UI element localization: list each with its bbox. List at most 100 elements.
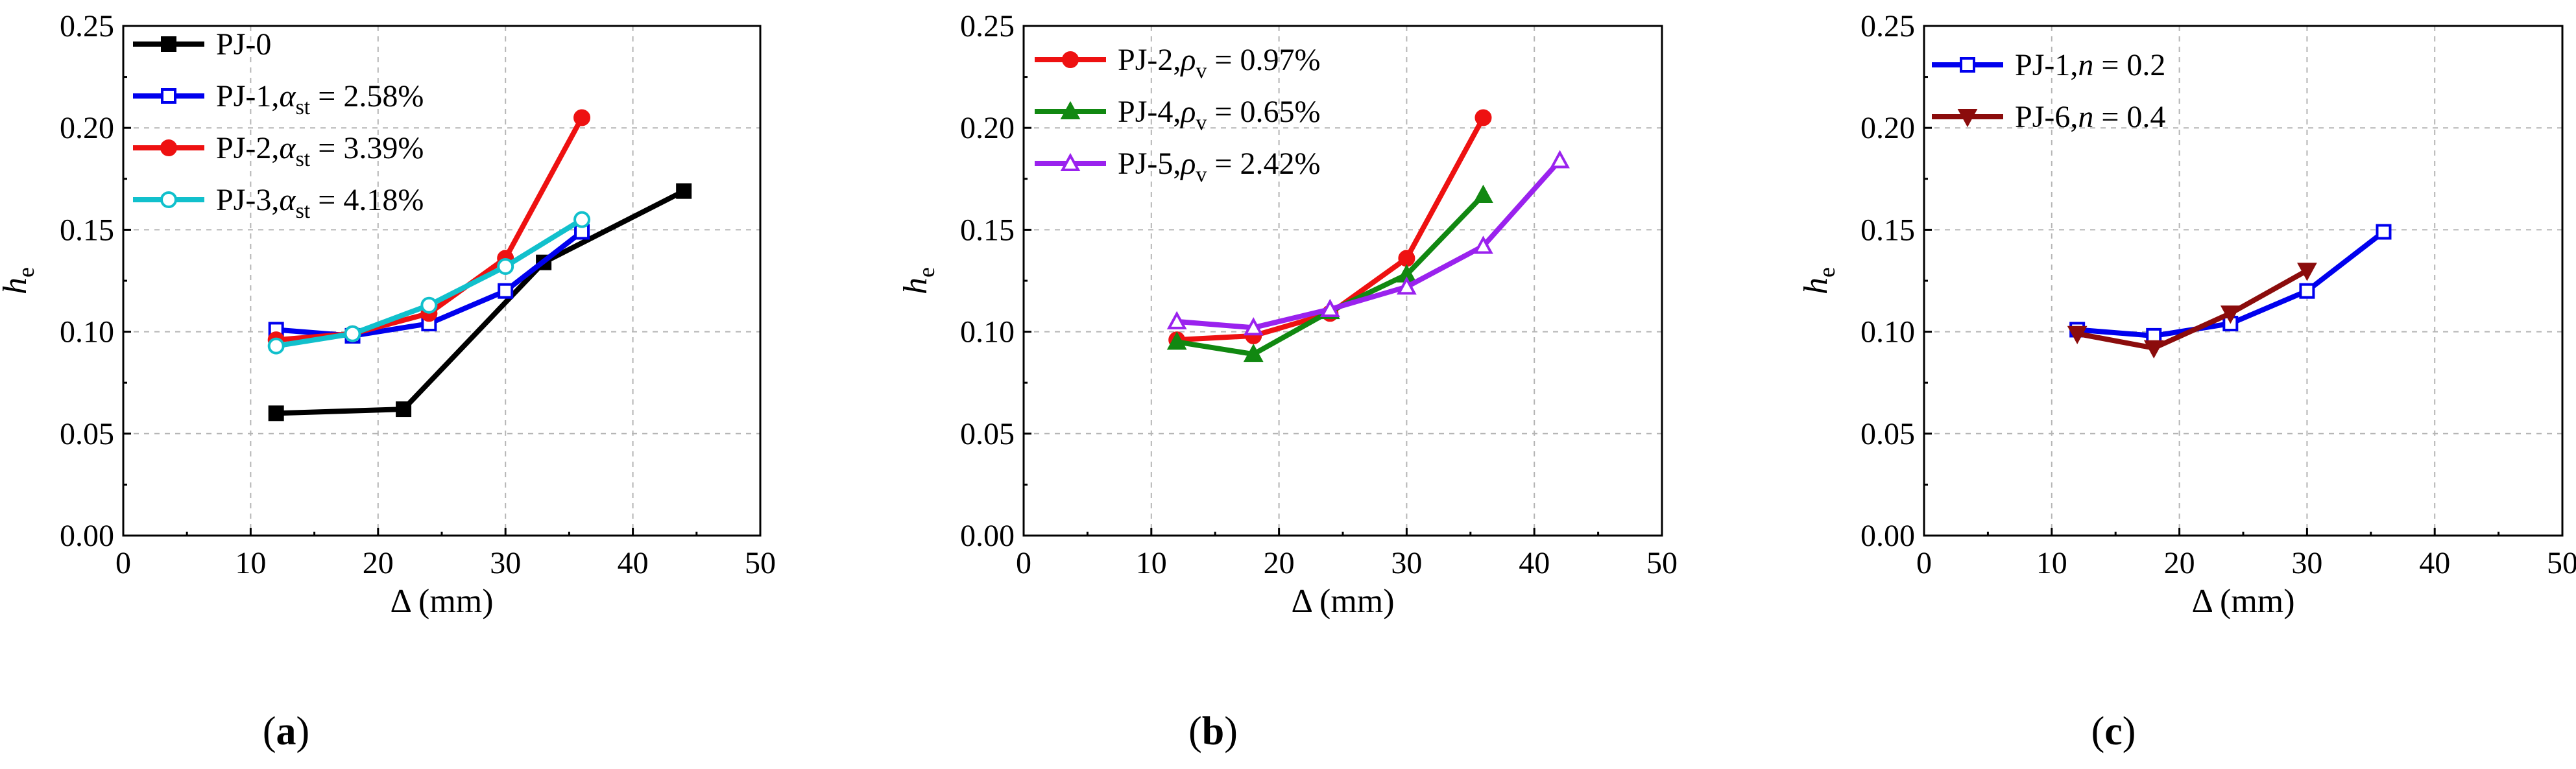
legend-marker [1960, 57, 1975, 73]
x-tick-label: 40 [2419, 546, 2450, 580]
y-tick-label: 0.00 [60, 519, 114, 553]
legend-label-name: PJ-1, [2015, 48, 2078, 82]
legend-entry: PJ-0 [133, 27, 271, 62]
legend-label-subscript: st [296, 95, 311, 119]
legend-marker [161, 36, 176, 52]
data-point [2376, 224, 2392, 240]
legend-label-name: PJ-4, [1118, 95, 1181, 129]
panel-label-open: ( [1188, 709, 1202, 753]
y-axis-label-subscript: e [913, 267, 939, 278]
data-point [396, 401, 412, 418]
x-tick-label: 40 [618, 546, 649, 580]
legend-marker [160, 139, 177, 156]
legend-label-value: = 0.4 [2093, 100, 2165, 134]
panel-label-letter: b [1202, 709, 1224, 753]
x-tick-label: 30 [490, 546, 521, 580]
series-pj-1 [2069, 224, 2392, 344]
x-tick-label: 50 [2547, 546, 2576, 580]
legend-label: PJ-2,αst = 3.39% [216, 131, 424, 171]
legend-label-value: = 3.39% [310, 131, 424, 165]
x-tick-label: 10 [2036, 546, 2067, 580]
data-point [420, 296, 438, 314]
y-axis-label: he [897, 267, 939, 294]
legend-label-symbol: α [279, 131, 296, 165]
data-point [573, 211, 591, 228]
legend-marker [1060, 152, 1081, 171]
x-tick-label: 50 [1646, 546, 1678, 580]
x-tick-label: 20 [1264, 546, 1295, 580]
legend-label-subscript: v [1196, 111, 1207, 135]
y-tick-label: 0.10 [960, 315, 1015, 349]
legend-label-symbol: n [2078, 48, 2093, 82]
x-tick-label: 0 [1916, 546, 1932, 580]
x-tick-label: 30 [2291, 546, 2322, 580]
legend-label-value: = 0.97% [1207, 43, 1320, 77]
y-axis-label-subscript: e [13, 267, 39, 278]
panel-label-open: ( [263, 709, 276, 753]
legend-label-value: = 4.18% [310, 183, 424, 217]
data-point [1550, 150, 1570, 169]
y-axis-label: he [0, 267, 39, 294]
legend-label-name: PJ-2, [1118, 43, 1181, 77]
legend-marker [1957, 109, 1978, 128]
data-point [676, 183, 692, 199]
x-axis-label: Δ (mm) [1291, 583, 1394, 620]
series-pj-6 [2067, 263, 2317, 359]
legend-entry: PJ-2,αst = 3.39% [133, 131, 424, 171]
data-point [1473, 235, 1493, 254]
legend-marker [161, 88, 176, 104]
y-tick-label: 0.25 [1860, 9, 1915, 43]
x-tick-label: 0 [115, 546, 131, 580]
legend-label-name: PJ-3, [216, 183, 279, 217]
panel-label-open: ( [2091, 709, 2105, 753]
data-point [267, 337, 285, 355]
panel-label: (b) [1188, 709, 1238, 753]
legend-entry: PJ-5,ρv = 2.42% [1035, 147, 1320, 187]
data-point [2220, 305, 2241, 324]
data-point [498, 283, 514, 299]
data-point [344, 325, 361, 342]
y-axis-label-symbol: h [1798, 278, 1835, 294]
legend-label: PJ-5,ρv = 2.42% [1118, 147, 1320, 187]
data-point [1397, 276, 1417, 295]
legend-entry: PJ-4,ρv = 0.65% [1035, 95, 1320, 135]
x-tick-label: 40 [1519, 546, 1550, 580]
y-tick-label: 0.10 [1860, 315, 1915, 349]
legend-label-name: PJ-0 [216, 27, 271, 62]
series-pj-0 [268, 183, 692, 421]
legend-label: PJ-6,n = 0.4 [2015, 100, 2165, 134]
legend-label-name: PJ-6, [2015, 100, 2078, 134]
y-tick-label: 0.25 [60, 9, 114, 43]
panel-label: (a) [263, 709, 309, 753]
series-pj-3 [267, 211, 591, 355]
data-point [2067, 325, 2088, 344]
data-point [1475, 109, 1492, 126]
y-tick-label: 0.15 [1860, 213, 1915, 247]
x-axis-label: Δ (mm) [390, 583, 493, 620]
legend-label-symbol: ρ [1179, 43, 1196, 77]
panel-label-close: ) [296, 709, 310, 753]
legend-label-symbol: n [2078, 100, 2093, 134]
y-axis-label: he [1798, 267, 1840, 294]
legend-label-name: PJ-2, [216, 131, 279, 165]
legend-label-subscript: st [296, 147, 311, 171]
y-tick-label: 0.25 [960, 9, 1015, 43]
x-tick-label: 0 [1016, 546, 1031, 580]
legend-label: PJ-4,ρv = 0.65% [1118, 95, 1320, 135]
x-tick-label: 30 [1391, 546, 1422, 580]
y-axis-label-symbol: h [0, 278, 34, 294]
x-tick-label: 20 [2164, 546, 2195, 580]
legend-label-value: = 2.58% [310, 79, 424, 113]
chart-panel-c: 0 10 20 30 40 50 0.00 0.05 0.10 0.15 0.20 0.25 Δ (mm… [1798, 9, 2576, 753]
y-tick-label: 0.10 [60, 315, 114, 349]
legend-label-subscript: v [1196, 59, 1207, 83]
y-axis-label-symbol: h [897, 278, 934, 294]
series-line [273, 188, 687, 416]
panel-label-close: ) [1224, 709, 1238, 753]
legend-marker [1062, 51, 1079, 68]
legend-label: PJ-1,n = 0.2 [2015, 48, 2165, 82]
data-point [1166, 331, 1187, 350]
y-axis-label-subscript: e [1814, 267, 1840, 278]
legend-entry: PJ-3,αst = 4.18% [133, 183, 424, 223]
data-point [2297, 263, 2317, 281]
